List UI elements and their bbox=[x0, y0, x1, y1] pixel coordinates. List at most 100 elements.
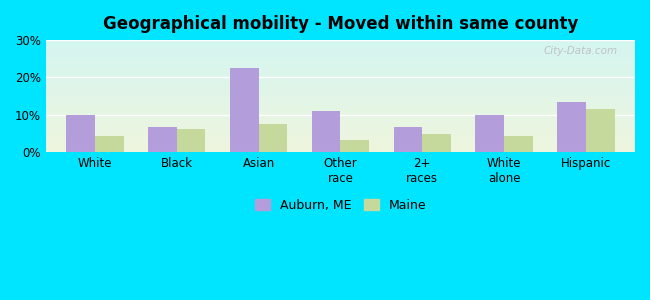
Bar bbox=[46, 104, 635, 105]
Bar bbox=[46, 112, 635, 113]
Bar bbox=[46, 60, 635, 61]
Bar bbox=[46, 42, 635, 44]
Bar bbox=[46, 145, 635, 146]
Bar bbox=[557, 102, 586, 152]
Bar bbox=[46, 116, 635, 117]
Bar bbox=[46, 113, 635, 114]
Bar bbox=[46, 103, 635, 104]
Bar bbox=[46, 70, 635, 71]
Bar bbox=[46, 66, 635, 67]
Legend: Auburn, ME, Maine: Auburn, ME, Maine bbox=[250, 194, 431, 217]
Text: City-Data.com: City-Data.com bbox=[543, 46, 618, 56]
Bar bbox=[46, 137, 635, 138]
Bar bbox=[341, 140, 369, 152]
Bar bbox=[46, 82, 635, 84]
Bar bbox=[46, 99, 635, 101]
Bar bbox=[46, 105, 635, 106]
Bar bbox=[46, 78, 635, 79]
Bar bbox=[46, 46, 635, 47]
Bar bbox=[46, 40, 635, 41]
Bar bbox=[46, 94, 635, 95]
Bar bbox=[46, 141, 635, 142]
Bar bbox=[46, 50, 635, 51]
Bar bbox=[46, 80, 635, 81]
Bar bbox=[46, 97, 635, 98]
Bar bbox=[46, 96, 635, 97]
Bar bbox=[66, 115, 95, 152]
Bar bbox=[46, 73, 635, 74]
Bar bbox=[46, 93, 635, 94]
Bar bbox=[46, 108, 635, 110]
Bar bbox=[504, 136, 533, 152]
Bar bbox=[46, 86, 635, 87]
Bar bbox=[46, 48, 635, 49]
Bar bbox=[46, 136, 635, 137]
Bar bbox=[46, 119, 635, 121]
Bar bbox=[46, 98, 635, 99]
Bar bbox=[259, 124, 287, 152]
Bar bbox=[475, 115, 504, 152]
Bar bbox=[422, 134, 451, 152]
Bar bbox=[46, 124, 635, 125]
Bar bbox=[46, 71, 635, 73]
Bar bbox=[46, 65, 635, 66]
Bar bbox=[46, 133, 635, 134]
Bar bbox=[46, 117, 635, 118]
Bar bbox=[46, 125, 635, 126]
Bar bbox=[46, 134, 635, 135]
Bar bbox=[46, 90, 635, 92]
Bar bbox=[46, 49, 635, 50]
Bar bbox=[46, 75, 635, 76]
Bar bbox=[46, 44, 635, 45]
Bar bbox=[46, 81, 635, 83]
Bar bbox=[46, 107, 635, 108]
Bar bbox=[46, 89, 635, 90]
Bar bbox=[46, 68, 635, 69]
Bar bbox=[46, 138, 635, 140]
Bar bbox=[46, 77, 635, 78]
Bar bbox=[46, 130, 635, 132]
Bar bbox=[46, 123, 635, 124]
Bar bbox=[46, 47, 635, 48]
Bar bbox=[46, 148, 635, 150]
Title: Geographical mobility - Moved within same county: Geographical mobility - Moved within sam… bbox=[103, 15, 578, 33]
Bar bbox=[46, 64, 635, 65]
Bar bbox=[46, 95, 635, 96]
Bar bbox=[46, 128, 635, 130]
Bar bbox=[46, 132, 635, 133]
Bar bbox=[46, 146, 635, 147]
Bar bbox=[46, 115, 635, 116]
Bar bbox=[46, 88, 635, 89]
Bar bbox=[177, 129, 205, 152]
Bar bbox=[46, 59, 635, 60]
Bar bbox=[46, 56, 635, 57]
Bar bbox=[394, 127, 422, 152]
Bar bbox=[46, 127, 635, 128]
Bar bbox=[46, 69, 635, 70]
Bar bbox=[46, 150, 635, 151]
Bar bbox=[46, 143, 635, 144]
Bar bbox=[46, 135, 635, 136]
Bar bbox=[46, 122, 635, 123]
Bar bbox=[46, 121, 635, 122]
Bar bbox=[46, 106, 635, 107]
Bar bbox=[95, 136, 124, 152]
Bar bbox=[46, 57, 635, 58]
Bar bbox=[46, 67, 635, 68]
Bar bbox=[46, 62, 635, 64]
Bar bbox=[46, 53, 635, 55]
Bar bbox=[46, 45, 635, 46]
Bar bbox=[46, 100, 635, 102]
Bar bbox=[46, 114, 635, 115]
Bar bbox=[46, 151, 635, 152]
Bar bbox=[46, 110, 635, 112]
Bar bbox=[46, 76, 635, 77]
Bar bbox=[46, 126, 635, 127]
Bar bbox=[46, 61, 635, 62]
Bar bbox=[586, 109, 614, 152]
Bar bbox=[46, 74, 635, 75]
Bar bbox=[46, 84, 635, 85]
Bar bbox=[46, 118, 635, 119]
Bar bbox=[46, 142, 635, 143]
Bar bbox=[46, 41, 635, 42]
